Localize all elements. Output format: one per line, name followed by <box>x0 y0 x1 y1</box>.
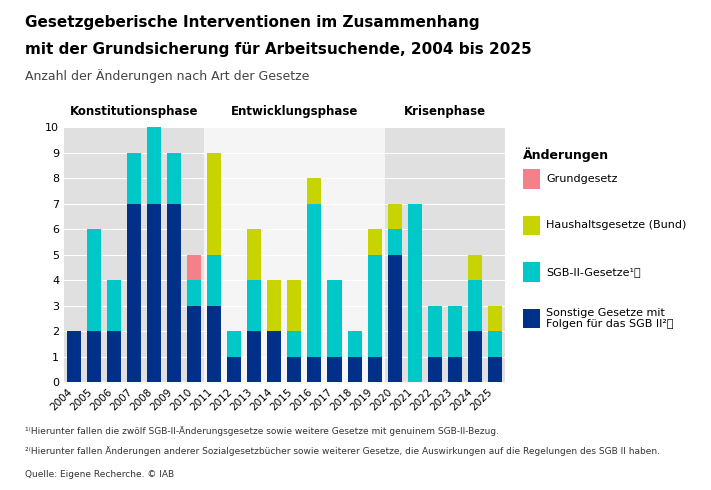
Bar <box>187 306 201 382</box>
Bar <box>348 331 361 357</box>
Bar <box>448 306 461 357</box>
Bar <box>385 127 505 382</box>
Bar <box>387 255 402 382</box>
Bar <box>387 204 402 229</box>
Text: Änderungen: Änderungen <box>523 147 609 162</box>
Bar <box>187 280 201 306</box>
Bar <box>368 229 382 255</box>
Bar <box>307 204 321 357</box>
Bar <box>87 331 101 382</box>
Bar <box>147 204 161 382</box>
Bar <box>307 178 321 204</box>
Bar <box>328 280 341 357</box>
Bar <box>208 255 221 306</box>
Text: ²⁽Hierunter fallen Änderungen anderer Sozialgesetzbücher sowie weiterer Gesetze,: ²⁽Hierunter fallen Änderungen anderer So… <box>25 446 660 456</box>
Bar <box>468 255 482 280</box>
Bar <box>208 153 221 255</box>
Text: Krisenphase: Krisenphase <box>404 105 486 119</box>
Bar <box>267 280 282 331</box>
Text: Anzahl der Änderungen nach Art der Gesetze: Anzahl der Änderungen nach Art der Geset… <box>25 69 309 83</box>
Bar <box>348 357 361 382</box>
Text: Konstitutionsphase: Konstitutionsphase <box>70 105 198 119</box>
Bar <box>428 357 442 382</box>
Bar <box>468 331 482 382</box>
Text: Sonstige Gesetze mit
Folgen für das SGB II²⧳: Sonstige Gesetze mit Folgen für das SGB … <box>546 308 673 329</box>
Bar <box>247 331 262 382</box>
Text: mit der Grundsicherung für Arbeitsuchende, 2004 bis 2025: mit der Grundsicherung für Arbeitsuchend… <box>25 42 532 57</box>
Bar <box>287 331 301 357</box>
Bar <box>468 280 482 331</box>
Bar <box>187 255 201 280</box>
Bar <box>127 153 141 204</box>
Bar <box>287 357 301 382</box>
Bar <box>127 204 141 382</box>
Bar <box>488 306 502 331</box>
Bar <box>247 229 262 280</box>
Bar <box>488 331 502 357</box>
Bar <box>107 331 121 382</box>
Text: Grundgesetz: Grundgesetz <box>546 174 618 184</box>
Text: Quelle: Eigene Recherche. © IAB: Quelle: Eigene Recherche. © IAB <box>25 470 174 479</box>
Bar <box>488 357 502 382</box>
Bar <box>247 280 262 331</box>
Text: Haushaltsgesetze (Bund): Haushaltsgesetze (Bund) <box>546 220 686 230</box>
Bar <box>307 357 321 382</box>
Bar <box>428 306 442 357</box>
Bar <box>167 153 181 204</box>
Bar <box>64 127 204 382</box>
Bar <box>67 331 81 382</box>
Bar <box>368 357 382 382</box>
Bar <box>287 280 301 331</box>
Bar <box>368 255 382 357</box>
Text: Gesetzgeberische Interventionen im Zusammenhang: Gesetzgeberische Interventionen im Zusam… <box>25 15 479 30</box>
Bar <box>267 331 282 382</box>
Bar <box>407 204 422 382</box>
Text: Entwicklungsphase: Entwicklungsphase <box>231 105 358 119</box>
Bar <box>147 127 161 204</box>
Bar <box>328 357 341 382</box>
Bar <box>204 127 385 382</box>
Bar <box>107 280 121 331</box>
Bar <box>387 229 402 255</box>
Bar <box>167 204 181 382</box>
Bar <box>228 357 241 382</box>
Text: ¹⁽Hierunter fallen die zwölf SGB-II-Änderungsgesetze sowie weitere Gesetze mit g: ¹⁽Hierunter fallen die zwölf SGB-II-Ände… <box>25 426 499 436</box>
Bar <box>448 357 461 382</box>
Bar <box>208 306 221 382</box>
Bar <box>87 229 101 331</box>
Bar <box>228 331 241 357</box>
Text: SGB-II-Gesetze¹⧳: SGB-II-Gesetze¹⧳ <box>546 267 641 277</box>
